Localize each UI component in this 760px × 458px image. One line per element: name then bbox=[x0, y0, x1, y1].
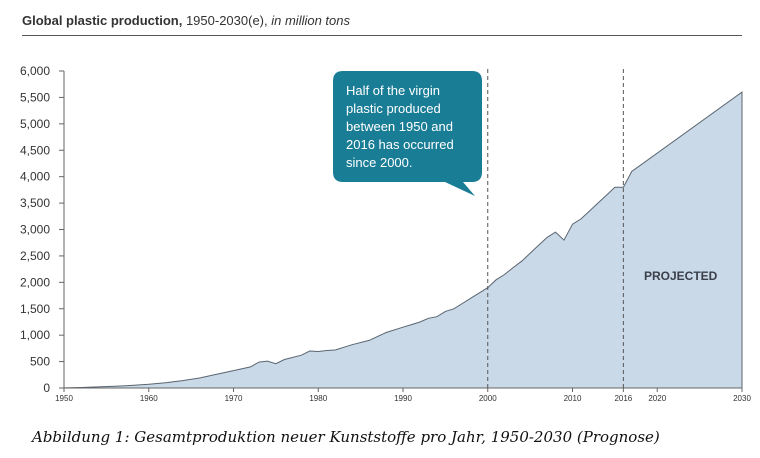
callout-text-line: Half of the virgin bbox=[346, 83, 440, 98]
projected-label: PROJECTED bbox=[644, 269, 718, 283]
x-tick-label: 2010 bbox=[564, 394, 582, 403]
area-series-line bbox=[63, 91, 743, 389]
callout-text-line: 2016 has occurred bbox=[346, 137, 454, 152]
y-tick-label: 2,500 bbox=[20, 249, 50, 263]
title-divider bbox=[22, 35, 742, 36]
y-tick-label: 5,000 bbox=[20, 117, 50, 131]
y-tick-label: 500 bbox=[30, 355, 50, 369]
x-tick-label: 2020 bbox=[648, 394, 666, 403]
figure-caption: Abbildung 1: Gesamtproduktion neuer Kuns… bbox=[32, 428, 660, 446]
x-tick-label: 1980 bbox=[309, 394, 327, 403]
y-tick-label: 1,000 bbox=[20, 328, 50, 342]
x-tick-label: 1950 bbox=[55, 394, 73, 403]
y-tick-label: 3,000 bbox=[20, 223, 50, 237]
y-tick-label: 1,500 bbox=[20, 302, 50, 316]
callout-bubble bbox=[333, 71, 482, 196]
y-tick-label: 6,000 bbox=[20, 64, 50, 78]
callout-text-line: plastic produced bbox=[346, 101, 441, 116]
chart-title-main: Global plastic production, bbox=[22, 13, 183, 28]
x-tick-label: 2000 bbox=[479, 394, 497, 403]
x-tick-label: 2016 bbox=[614, 394, 632, 403]
x-tick-label: 1990 bbox=[394, 394, 412, 403]
area-series-fill bbox=[64, 92, 742, 388]
y-tick-label: 5,500 bbox=[20, 90, 50, 104]
chart-title: Global plastic production, 1950-2030(e),… bbox=[22, 13, 350, 28]
callout-text-line: since 2000. bbox=[346, 155, 413, 170]
y-tick-label: 3,500 bbox=[20, 196, 50, 210]
callout-text-line: between 1950 and bbox=[346, 119, 453, 134]
x-tick-label: 2030 bbox=[733, 394, 751, 403]
y-tick-label: 0 bbox=[43, 381, 50, 395]
y-tick-label: 4,500 bbox=[20, 143, 50, 157]
y-tick-label: 4,000 bbox=[20, 170, 50, 184]
chart-title-unit: in million tons bbox=[271, 13, 351, 28]
x-tick-label: 1960 bbox=[140, 394, 158, 403]
x-tick-label: 1970 bbox=[225, 394, 243, 403]
chart-title-range: 1950-2030(e), bbox=[182, 13, 272, 28]
y-tick-label: 2,000 bbox=[20, 275, 50, 289]
